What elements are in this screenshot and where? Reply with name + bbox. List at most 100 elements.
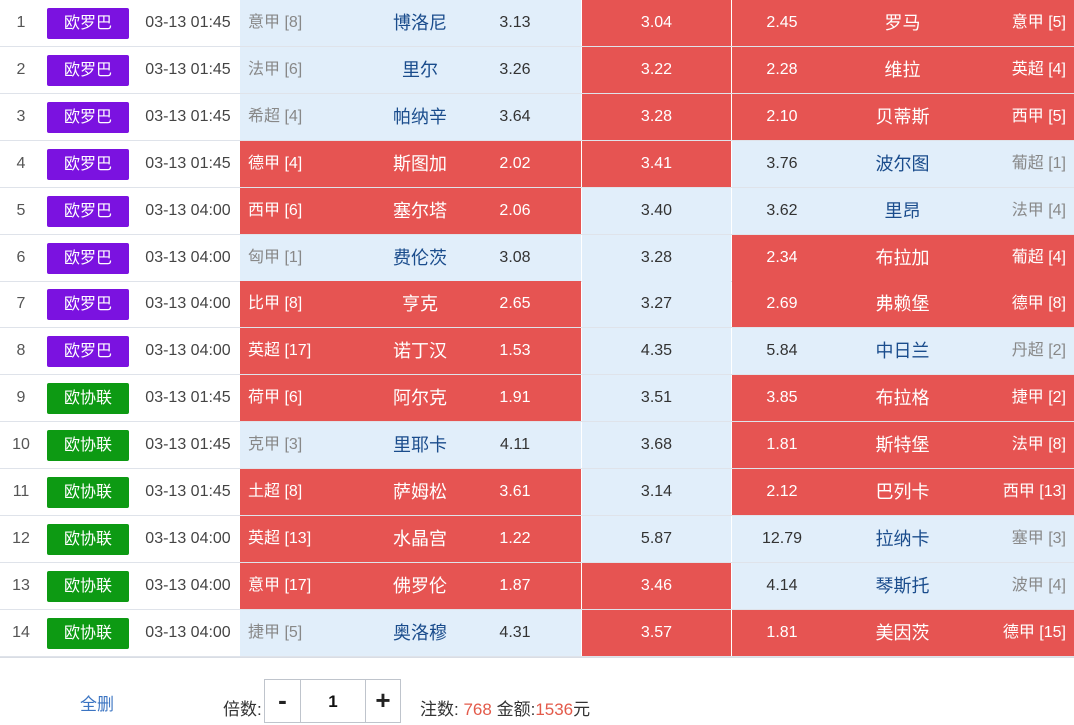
- home-win-odds: 3.26: [499, 60, 531, 78]
- away-win-option[interactable]: [732, 0, 1074, 46]
- clear-all-link[interactable]: 全删: [80, 695, 114, 714]
- table-row: 3 欧罗巴 03-13 01:45 希超 [4] 帕纳辛 3.64 3.28 2.10 贝蒂斯 西…: [0, 93, 1074, 141]
- competition-badge: 欧罗巴: [47, 101, 129, 133]
- home-win-option[interactable]: [240, 328, 581, 375]
- away-team-name: 中日兰: [875, 341, 930, 362]
- home-win-option[interactable]: [240, 562, 581, 609]
- away-win-option[interactable]: [732, 422, 1074, 469]
- home-team-name: 阿尔克: [393, 388, 447, 409]
- away-win-option[interactable]: [732, 375, 1074, 422]
- away-win-odds: 3.76: [766, 154, 798, 172]
- row-number: 14: [12, 623, 30, 641]
- away-win-option[interactable]: [732, 140, 1074, 187]
- match-time: 03-13 01:45: [145, 436, 231, 454]
- draw-option[interactable]: [582, 375, 731, 422]
- home-win-odds: 1.87: [499, 576, 531, 594]
- draw-option[interactable]: [582, 140, 731, 187]
- bet-footer: 全删 倍数: - 1 + 注数: 768 金额:1536元: [0, 657, 1074, 725]
- home-team-name: 里耶卡: [393, 435, 447, 456]
- home-win-option[interactable]: [240, 469, 581, 515]
- draw-odds: 3.28: [640, 248, 673, 266]
- competition-badge: 欧罗巴: [47, 8, 129, 39]
- home-win-odds: 3.61: [499, 483, 531, 500]
- home-win-odds: 1.53: [499, 342, 531, 360]
- home-win-option[interactable]: [240, 93, 581, 140]
- away-win-odds: 3.62: [766, 201, 798, 219]
- away-team-name: 弗赖堡: [875, 294, 930, 315]
- draw-option[interactable]: [582, 562, 731, 609]
- away-league-rank: 德甲 [8]: [1011, 295, 1066, 313]
- decrement-button[interactable]: -: [265, 680, 301, 722]
- away-win-option[interactable]: [732, 187, 1074, 234]
- home-win-option[interactable]: [240, 140, 581, 187]
- away-win-option[interactable]: [732, 328, 1074, 375]
- away-win-odds: 1.81: [766, 623, 798, 641]
- away-win-odds: 1.81: [766, 436, 798, 454]
- draw-option[interactable]: [582, 515, 731, 562]
- competition-badge: 欧罗巴: [47, 148, 129, 180]
- away-win-option[interactable]: [732, 469, 1074, 515]
- away-win-option[interactable]: [732, 234, 1074, 281]
- draw-option[interactable]: [582, 328, 731, 375]
- home-win-option[interactable]: [240, 234, 581, 281]
- match-time: 03-13 01:45: [145, 389, 231, 407]
- home-team-name: 亨克: [402, 294, 438, 315]
- away-win-odds: 2.12: [766, 483, 798, 500]
- bets-label: 注数:: [420, 700, 459, 719]
- competition-badge: 欧罗巴: [47, 336, 129, 368]
- draw-option[interactable]: [582, 609, 731, 656]
- draw-option[interactable]: [582, 93, 731, 140]
- home-win-option[interactable]: [240, 281, 581, 328]
- draw-option[interactable]: [582, 46, 731, 93]
- draw-option[interactable]: [582, 469, 731, 515]
- home-win-odds: 3.64: [499, 107, 531, 125]
- row-number: 13: [12, 576, 30, 594]
- competition-badge: 欧罗巴: [47, 242, 129, 274]
- competition-badge: 欧协联: [47, 430, 129, 462]
- draw-option[interactable]: [582, 422, 731, 469]
- home-win-option[interactable]: [240, 187, 581, 234]
- home-win-option[interactable]: [240, 0, 581, 46]
- away-win-option[interactable]: [732, 46, 1074, 93]
- table-row: 4 欧罗巴 03-13 01:45 德甲 [4] 斯图加 2.02 3.41 3.76 波尔图 葡…: [0, 140, 1074, 188]
- away-win-option[interactable]: [732, 93, 1074, 140]
- away-win-option[interactable]: [732, 609, 1074, 656]
- away-league-rank: 葡超 [1]: [1011, 154, 1066, 172]
- home-win-odds: 2.02: [499, 154, 531, 172]
- draw-odds: 3.14: [640, 483, 673, 500]
- home-win-option[interactable]: [240, 375, 581, 422]
- away-team-name: 布拉加: [875, 247, 930, 268]
- away-win-odds: 2.34: [766, 248, 798, 266]
- draw-option[interactable]: [582, 281, 731, 328]
- home-league-rank: 意甲 [17]: [248, 576, 312, 594]
- match-time: 03-13 01:45: [145, 483, 231, 500]
- away-team-name: 巴列卡: [875, 482, 930, 502]
- home-win-option[interactable]: [240, 46, 581, 93]
- home-team-name: 帕纳辛: [393, 106, 447, 127]
- home-league-rank: 捷甲 [5]: [248, 623, 303, 641]
- away-win-odds: 5.84: [766, 342, 798, 360]
- home-league-rank: 西甲 [6]: [248, 201, 303, 219]
- home-win-option[interactable]: [240, 609, 581, 656]
- home-league-rank: 英超 [17]: [248, 342, 312, 360]
- home-win-odds: 4.11: [500, 436, 530, 454]
- row-number: 3: [16, 107, 26, 125]
- bets-count: 768: [463, 700, 492, 719]
- home-team-name: 博洛尼: [393, 13, 447, 33]
- away-league-rank: 西甲 [5]: [1011, 107, 1066, 125]
- away-league-rank: 德甲 [15]: [1002, 623, 1066, 641]
- draw-option[interactable]: [582, 0, 731, 46]
- draw-odds: 3.51: [640, 389, 673, 407]
- match-time: 03-13 01:45: [145, 60, 231, 78]
- draw-option[interactable]: [582, 234, 731, 281]
- draw-option[interactable]: [582, 187, 731, 234]
- away-win-option[interactable]: [732, 515, 1074, 562]
- away-team-name: 里昂: [884, 200, 921, 221]
- home-win-option[interactable]: [240, 515, 581, 562]
- home-win-option[interactable]: [240, 422, 581, 469]
- increment-button[interactable]: +: [365, 680, 400, 722]
- away-win-option[interactable]: [732, 562, 1074, 609]
- away-win-option[interactable]: [732, 281, 1074, 328]
- draw-odds: 5.87: [640, 529, 673, 547]
- multiplier-input[interactable]: 1: [328, 692, 338, 711]
